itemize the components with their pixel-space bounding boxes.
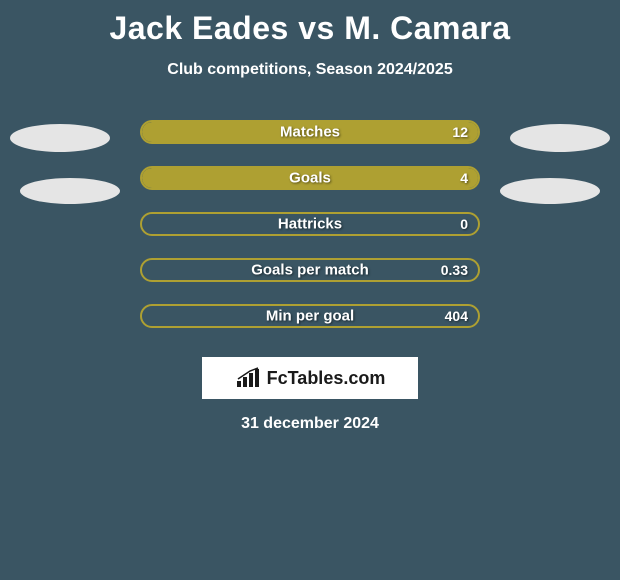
stat-label: Goals: [289, 170, 331, 187]
stat-value-right: 12: [452, 124, 468, 140]
stat-value-right: 404: [445, 308, 468, 324]
page-title: Jack Eades vs M. Camara: [0, 0, 620, 47]
stat-value-right: 4: [460, 170, 468, 186]
bar-track: Matches 12: [140, 120, 480, 144]
chart-icon: [235, 367, 263, 389]
bar-track: Min per goal 404: [140, 304, 480, 328]
stat-row: Goals 4: [0, 155, 620, 201]
stat-label: Goals per match: [251, 262, 369, 279]
stat-row: Min per goal 404: [0, 293, 620, 339]
bar-track: Goals 4: [140, 166, 480, 190]
stat-row: Hattricks 0: [0, 201, 620, 247]
report-date: 31 december 2024: [0, 415, 620, 433]
stat-value-right: 0: [460, 216, 468, 232]
bar-track: Hattricks 0: [140, 212, 480, 236]
stat-row: Matches 12: [0, 109, 620, 155]
stat-row: Goals per match 0.33: [0, 247, 620, 293]
source-logo: FcTables.com: [202, 357, 418, 399]
stat-value-right: 0.33: [441, 262, 468, 278]
bar-track: Goals per match 0.33: [140, 258, 480, 282]
stat-label: Hattricks: [278, 216, 342, 233]
source-logo-text: FcTables.com: [267, 368, 386, 389]
stats-container: Matches 12 Goals 4 Hattricks 0 Goals per match…: [0, 109, 620, 339]
subtitle: Club competitions, Season 2024/2025: [0, 61, 620, 79]
stat-label: Min per goal: [266, 308, 354, 325]
stat-label: Matches: [280, 124, 340, 141]
